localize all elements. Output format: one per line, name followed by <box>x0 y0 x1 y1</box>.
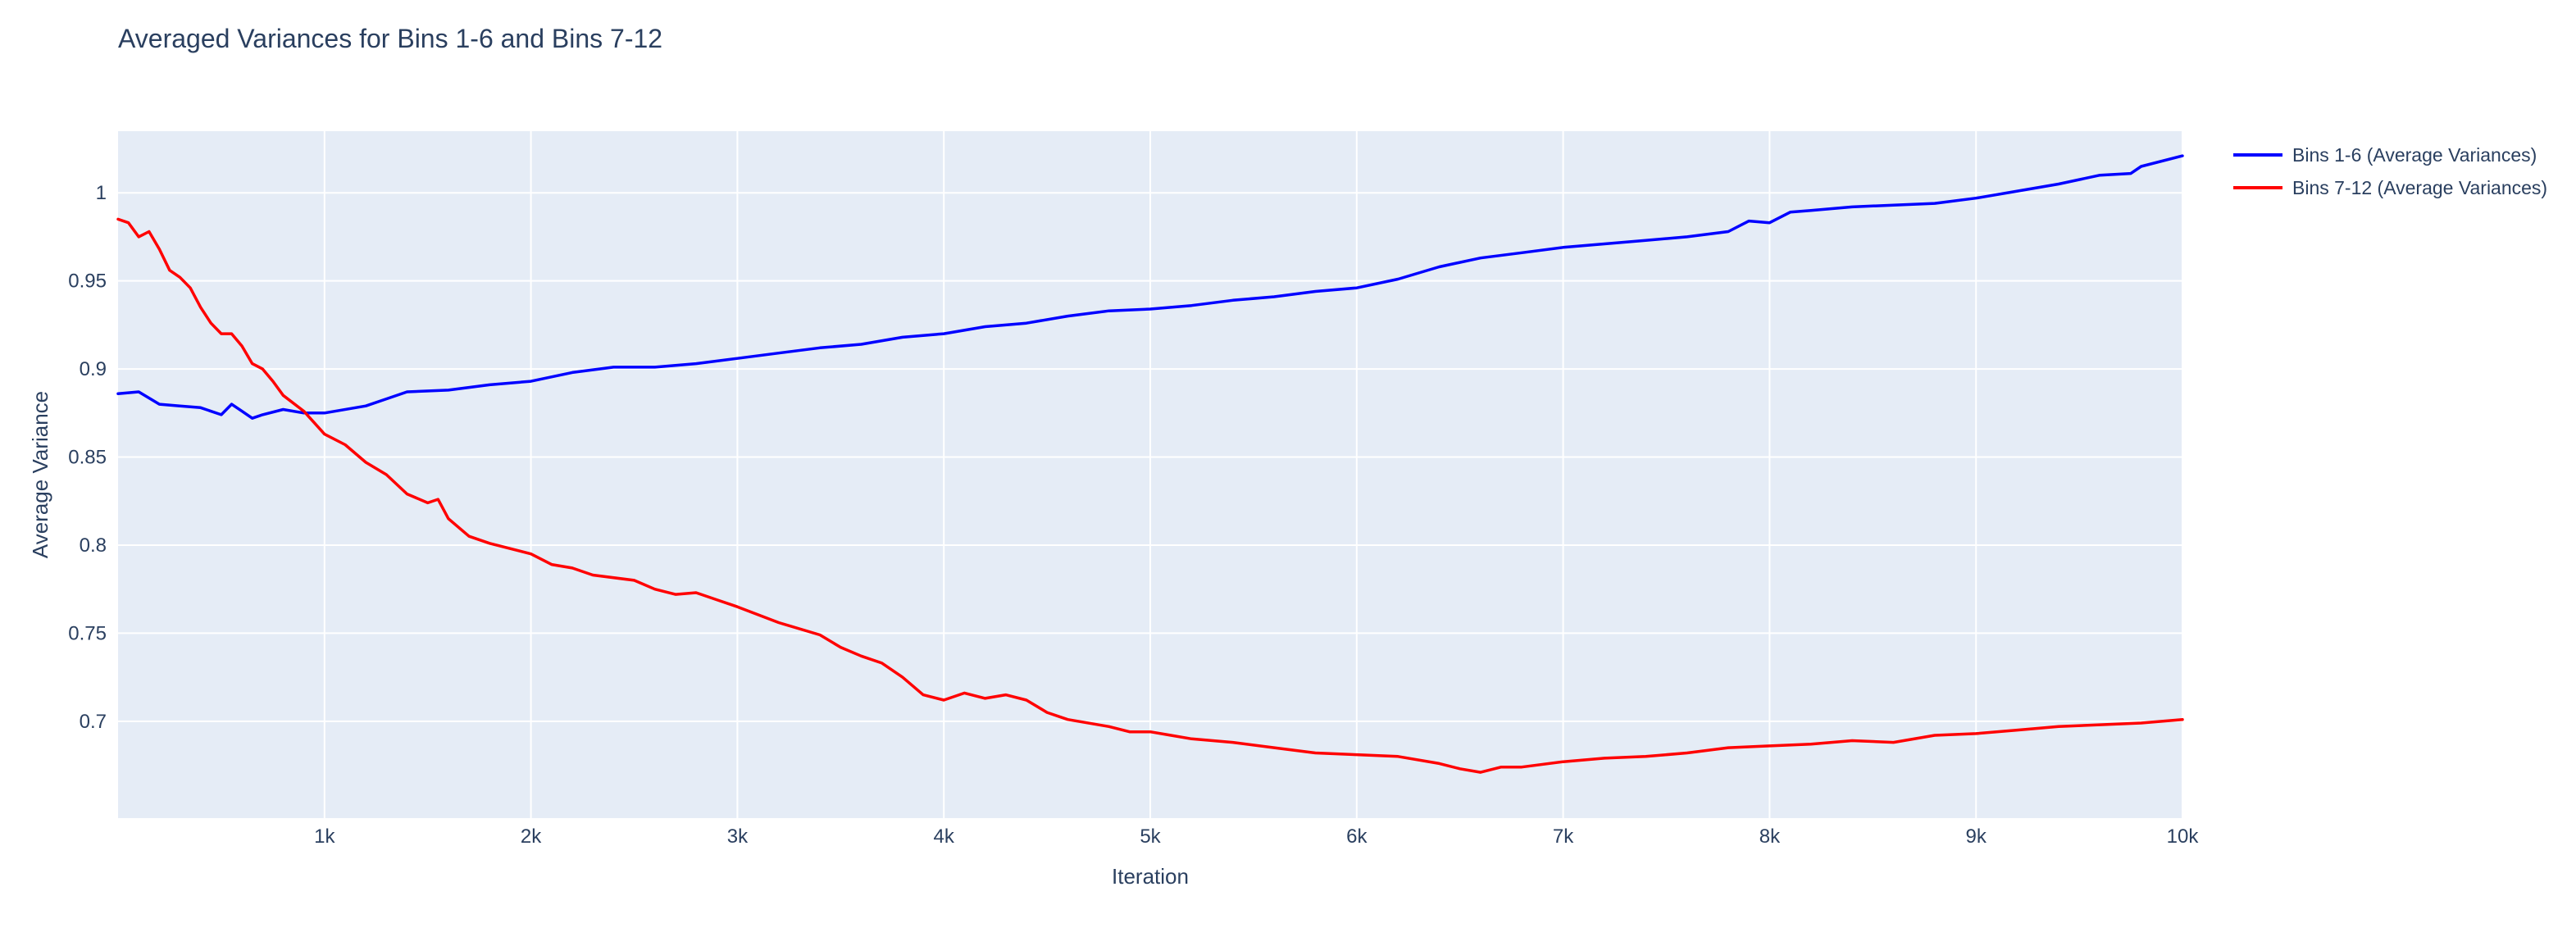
y-tick-label: 0.7 <box>80 711 107 733</box>
series-line-1 <box>116 154 2184 420</box>
x-tick-label: 8k <box>1759 825 1781 848</box>
y-tick-labels: 0.7 0.75 0.8 0.85 0.9 0.95 1 <box>68 182 107 733</box>
series-layer <box>116 154 2184 774</box>
y-tick-label: 1 <box>96 182 107 204</box>
legend-label: Bins 7-12 (Average Variances) <box>2292 177 2547 198</box>
legend-item-2[interactable]: Bins 7-12 (Average Variances) <box>2233 177 2547 198</box>
series-line-2 <box>116 217 2184 774</box>
x-gridlines <box>323 131 2183 818</box>
legend-item-1[interactable]: Bins 1-6 (Average Variances) <box>2233 144 2537 166</box>
y-tick-label: 0.95 <box>68 271 107 293</box>
x-tick-label: 5k <box>1140 825 1161 848</box>
x-tick-label: 4k <box>934 825 955 848</box>
x-tick-label: 2k <box>521 825 542 848</box>
y-axis-title: Average Variance <box>28 391 52 558</box>
y-tick-label: 0.8 <box>80 534 107 557</box>
y-tick-label: 0.85 <box>68 447 107 469</box>
legend[interactable]: Bins 1-6 (Average Variances) Bins 7-12 (A… <box>2233 144 2547 198</box>
legend-label: Bins 1-6 (Average Variances) <box>2292 144 2537 166</box>
x-tick-label: 6k <box>1346 825 1368 848</box>
x-tick-label: 7k <box>1553 825 1574 848</box>
x-tick-label: 9k <box>1966 825 1987 848</box>
y-tick-label: 0.9 <box>80 358 107 380</box>
chart-title: Averaged Variances for Bins 1-6 and Bins… <box>118 24 662 53</box>
x-axis-title: Iteration <box>1112 864 1189 889</box>
x-tick-labels: 1k 2k 3k 4k 5k 6k 7k 8k 9k 10k <box>314 825 2199 848</box>
x-tick-label: 10k <box>2167 825 2200 848</box>
x-tick-label: 1k <box>314 825 335 848</box>
x-tick-label: 3k <box>727 825 749 848</box>
y-tick-label: 0.75 <box>68 622 107 644</box>
